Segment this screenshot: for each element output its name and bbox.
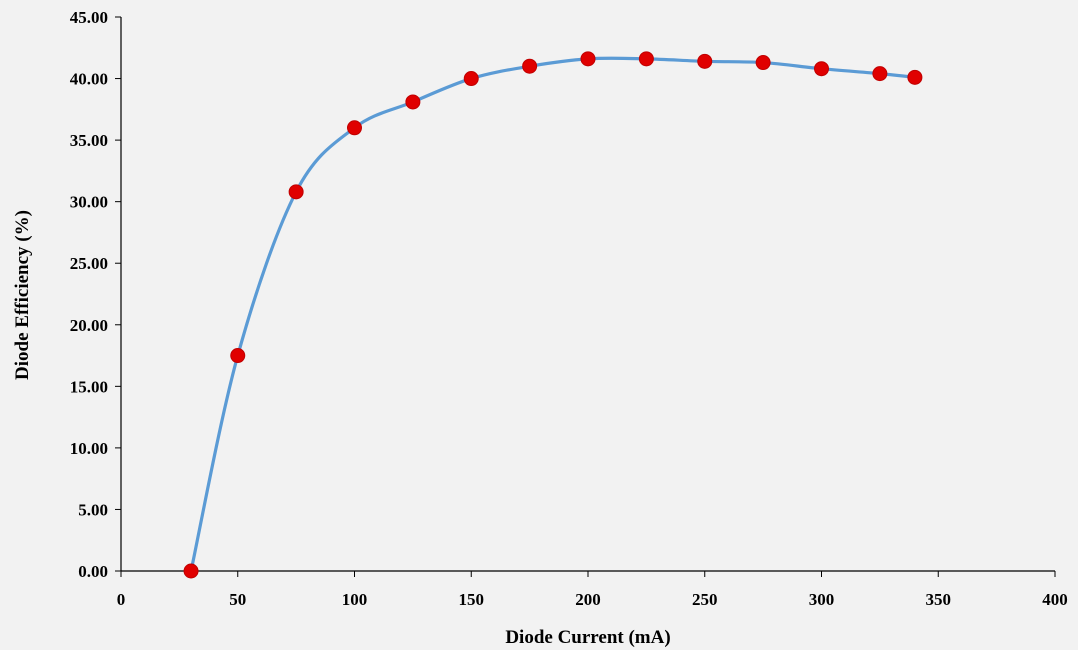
y-tick-label: 25.00 <box>70 254 108 273</box>
data-point <box>580 51 596 67</box>
x-tick-label: 100 <box>342 590 368 609</box>
y-tick-label: 10.00 <box>70 439 108 458</box>
data-point <box>347 120 362 136</box>
data-point <box>872 66 888 82</box>
x-tick-label: 350 <box>926 590 952 609</box>
trend-curve <box>189 56 917 573</box>
y-tick-label: 35.00 <box>70 131 108 150</box>
data-point <box>405 94 421 110</box>
y-tick-label: 40.00 <box>70 70 108 89</box>
data-point <box>230 348 246 364</box>
data-point <box>907 69 923 85</box>
x-tick-label: 200 <box>575 590 601 609</box>
trend-curve-layer <box>189 56 917 573</box>
data-point <box>755 55 771 71</box>
data-point <box>697 53 713 69</box>
x-tick-label: 50 <box>229 590 246 609</box>
y-tick-label: 15.00 <box>70 377 108 396</box>
x-tick-label: 0 <box>117 590 126 609</box>
x-tick-label: 250 <box>692 590 718 609</box>
data-point <box>463 71 479 87</box>
y-tick-label: 45.00 <box>70 8 108 27</box>
x-tick-label: 400 <box>1042 590 1068 609</box>
axes: 0 50 100 150 200 250 300 350 400 0.00 5.00 10.00 15.… <box>70 8 1068 609</box>
x-tick-label: 150 <box>459 590 485 609</box>
data-point <box>814 61 829 77</box>
x-axis-title: Diode Current (mA) <box>505 627 670 648</box>
data-points-layer <box>183 51 923 579</box>
data-point <box>638 51 654 67</box>
y-tick-label: 5.00 <box>78 500 108 519</box>
data-point <box>522 58 538 74</box>
y-tick-label: 20.00 <box>70 316 108 335</box>
y-axis-title: Diode Efficiency (%) <box>12 210 33 380</box>
data-point <box>183 563 199 579</box>
y-tick-label: 30.00 <box>70 193 108 212</box>
x-tick-label: 300 <box>809 590 835 609</box>
y-tick-label: 0.00 <box>78 562 108 581</box>
data-point <box>288 184 304 200</box>
